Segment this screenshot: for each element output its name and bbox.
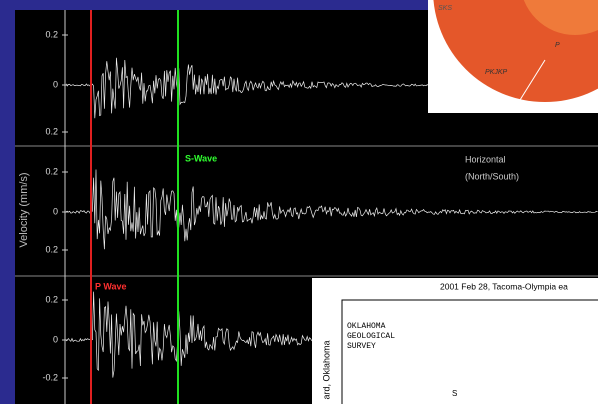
phase-label: PKJKP [485, 69, 508, 76]
phase-label: S [452, 389, 457, 398]
p-wave-label: P Wave [95, 281, 127, 291]
phase-label: SKS [438, 5, 452, 12]
y-tick-label: 0.2 [45, 126, 58, 136]
y-tick-label: 0.2 [45, 29, 58, 39]
screenshot: Velocity (mm/s) S-Wave P Wave Horizontal… [0, 0, 598, 404]
y-tick-label: 0 [53, 334, 58, 344]
station-line: SURVEY [347, 342, 376, 351]
y-tick-label: -0.2 [42, 372, 58, 382]
component-label: (North/South) [465, 171, 519, 181]
earth-inset: SKS PKJKP P [428, 0, 598, 113]
y-tick-label: 0.2 [45, 294, 58, 304]
s-wave-label: S-Wave [185, 153, 217, 163]
record-title: 2001 Feb 28, Tacoma-Olympia ea [440, 281, 568, 291]
y-tick-label: 0 [53, 79, 58, 89]
y-tick-label: 0.2 [45, 166, 58, 176]
y-tick-label: 0.2 [45, 244, 58, 254]
station-line: GEOLOGICAL [347, 332, 395, 341]
record-inset: 2001 Feb 28, Tacoma-Olympia ea OKLAHOMA … [312, 278, 598, 404]
station-line: OKLAHOMA [347, 322, 386, 331]
y-axis-label: Velocity (mm/s) [18, 172, 30, 247]
component-label: Horizontal [465, 154, 506, 164]
phase-label: P [555, 42, 560, 49]
y-tick-label: 0 [53, 206, 58, 216]
side-label: ard, Oklahoma [321, 340, 331, 399]
